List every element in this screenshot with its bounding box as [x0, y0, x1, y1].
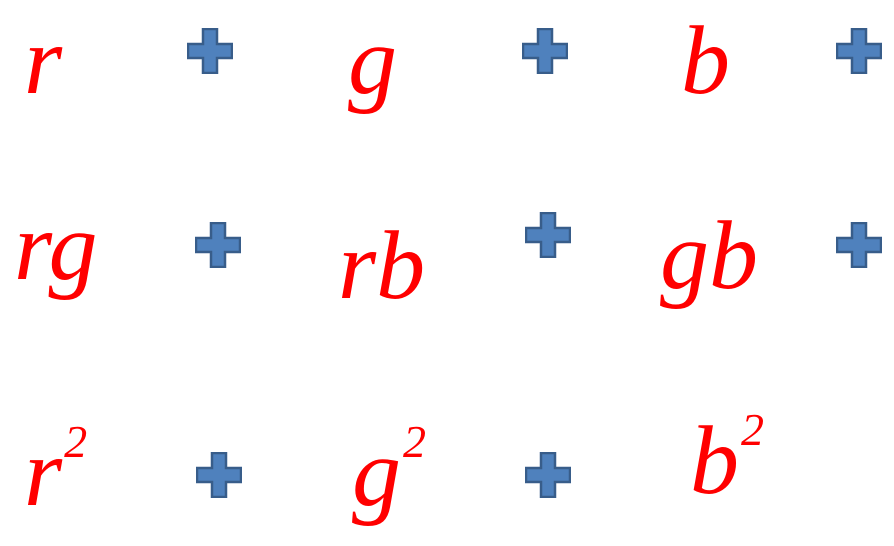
term-exponent: 2: [741, 404, 764, 456]
term-base: r: [24, 7, 63, 115]
plus-icon: [187, 28, 233, 74]
term-rg: rg: [14, 198, 98, 296]
term-base: rb: [338, 212, 426, 320]
term-b-squared: b2: [690, 407, 764, 510]
term-base: g: [352, 419, 401, 527]
term-r-squared: r2: [24, 419, 87, 522]
term-rb: rb: [338, 217, 425, 315]
term-base: gb: [660, 202, 758, 310]
term-g: g: [348, 12, 397, 110]
plus-icon: [836, 28, 882, 74]
term-base: g: [348, 7, 397, 115]
term-r: r: [24, 12, 62, 110]
term-base: b: [690, 407, 739, 515]
plus-icon: [525, 212, 571, 258]
plus-icon: [836, 222, 882, 268]
term-g-squared: g2: [352, 419, 426, 522]
plus-icon: [522, 28, 568, 74]
term-gb: gb: [660, 207, 758, 305]
plus-icon: [525, 452, 571, 498]
term-base: r: [24, 419, 63, 527]
term-exponent: 2: [64, 416, 88, 468]
term-b: b: [681, 12, 730, 110]
plus-icon: [196, 452, 242, 498]
term-base: b: [681, 7, 730, 115]
term-base: rg: [14, 193, 98, 301]
plus-icon: [195, 222, 241, 268]
term-exponent: 2: [403, 416, 426, 468]
